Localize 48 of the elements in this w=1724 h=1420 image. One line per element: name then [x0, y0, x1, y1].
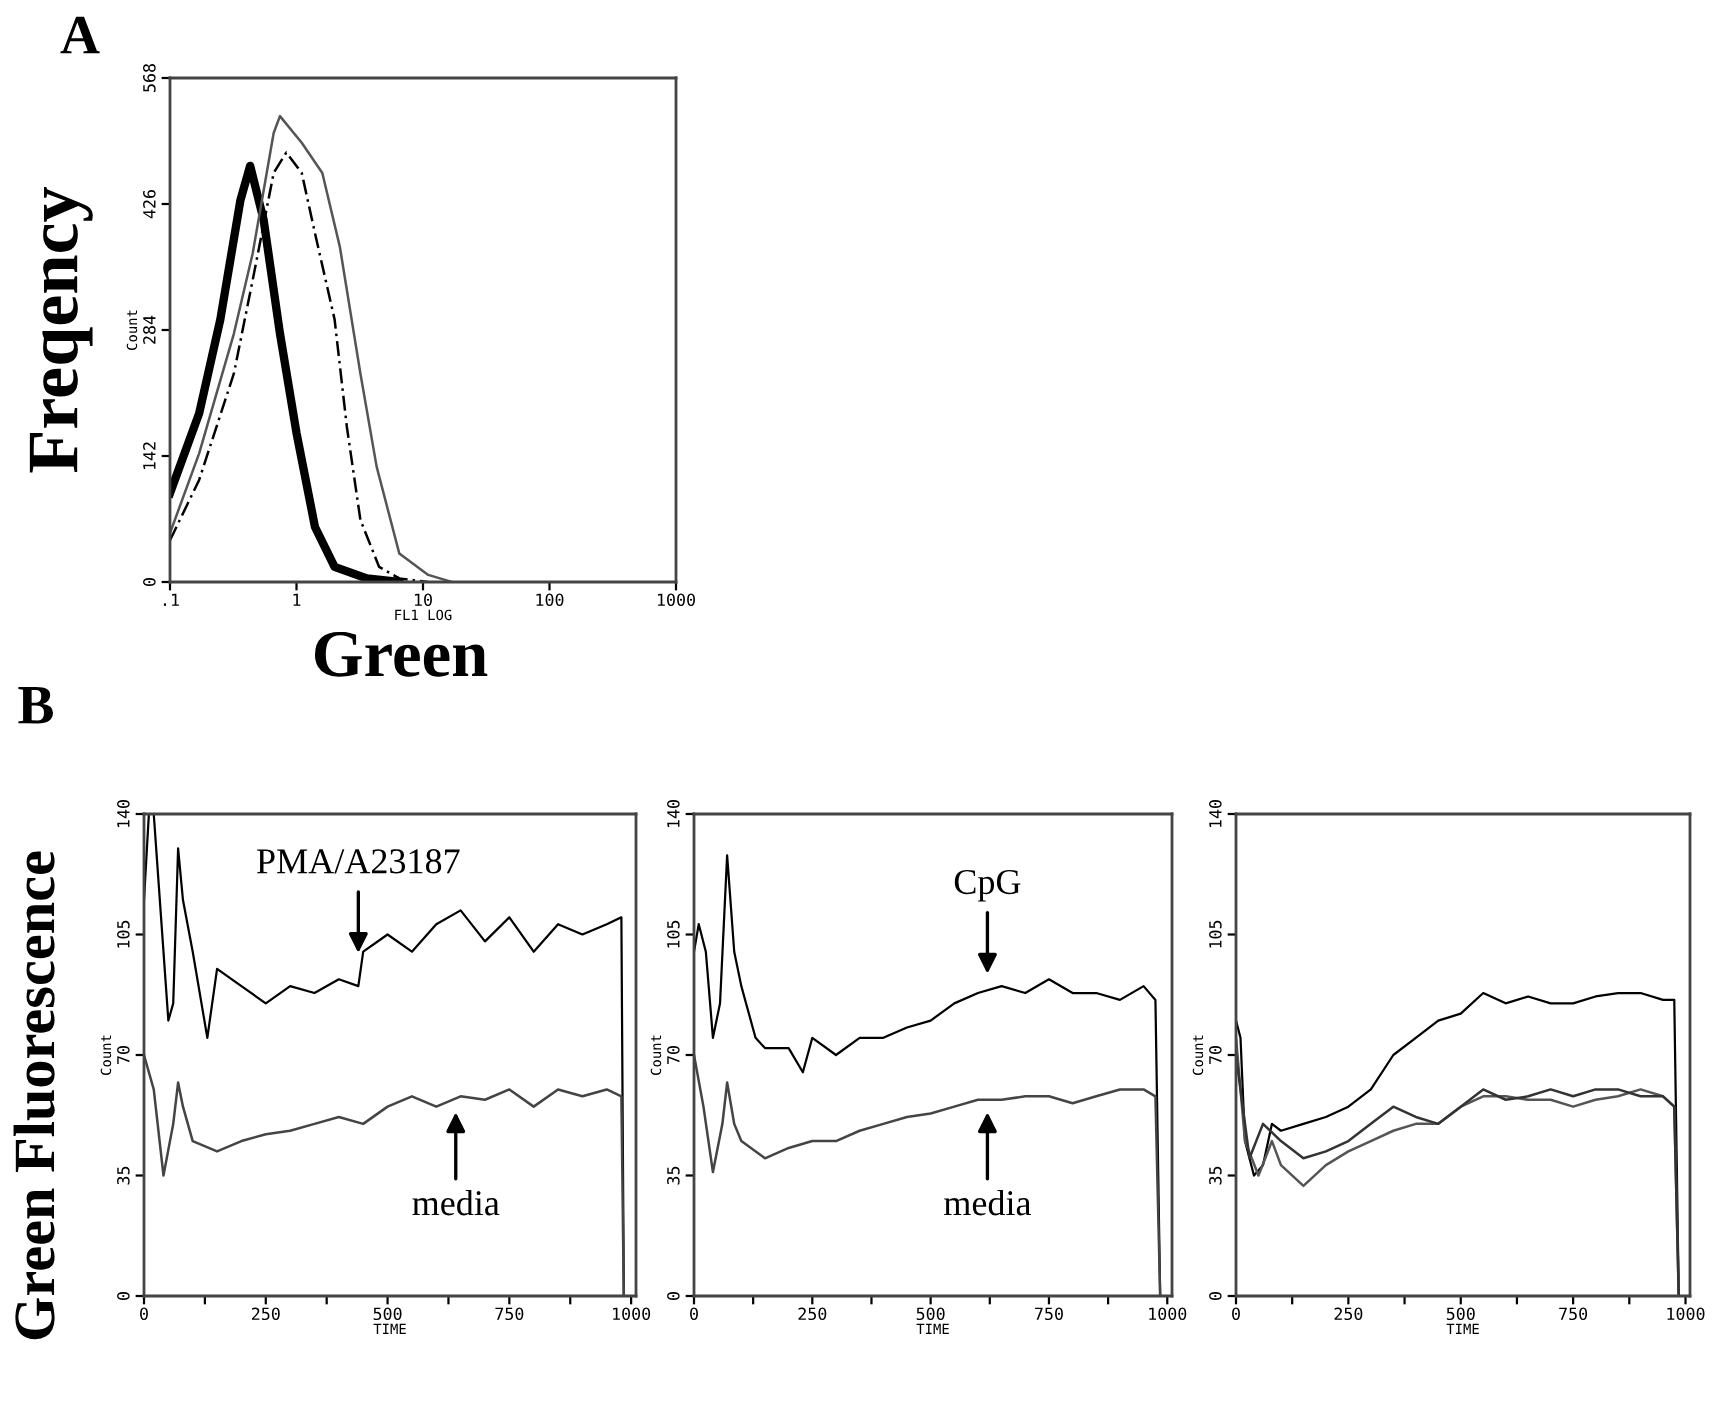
x-tick-label: 750: [495, 1307, 524, 1321]
x-tick-label: 0: [1232, 1307, 1240, 1321]
x-tick-label: 1000: [1149, 1307, 1187, 1321]
y-tick-label: 140: [667, 800, 680, 828]
text: Green Fluorescence: [13, 851, 55, 1340]
x-tick-label: 1000: [657, 593, 695, 607]
x-tick-label: 1000: [613, 1307, 651, 1321]
x-tick-label: 250: [251, 1307, 280, 1321]
y-tick-label: 35: [667, 1166, 680, 1185]
text: Green: [314, 631, 488, 677]
y-tick-label: 426: [143, 190, 156, 219]
y-tick-label: 70: [667, 1046, 680, 1064]
y-tick-label: 70: [1209, 1046, 1222, 1064]
y-tick-label: 0: [117, 1292, 130, 1300]
x-tick-label: 1: [293, 593, 301, 606]
y-tick-label: 284: [143, 315, 156, 344]
y-tick-label: 140: [117, 800, 130, 828]
y-tick-label: 568: [143, 64, 156, 92]
y-tick-label: 105: [667, 920, 680, 948]
y-tick-label: 140: [1209, 800, 1222, 828]
x-tick-label: 500: [373, 1307, 402, 1321]
y-tick-label: 0: [143, 578, 156, 586]
y-tick-label: 0: [667, 1292, 680, 1300]
x-tick-label: 750: [1035, 1307, 1063, 1321]
y-tick-label: 142: [143, 442, 156, 470]
text: B: [18, 686, 53, 724]
text: Freqency: [29, 186, 93, 473]
annotation: media: [412, 1189, 500, 1216]
y-tick-label: 105: [1209, 920, 1222, 948]
x-tick-label: 1000: [1667, 1307, 1705, 1321]
text: A: [60, 16, 100, 54]
annotation: media: [944, 1189, 1032, 1216]
x-tick-label: 500: [916, 1307, 945, 1321]
x-tick-label: .1: [163, 593, 179, 606]
x-tick-label: 10: [414, 593, 432, 607]
y-tick-label: 0: [1209, 1292, 1222, 1300]
x-tick-label: 0: [690, 1307, 698, 1321]
x-tick-label: 250: [1334, 1307, 1363, 1321]
y-tick-label: 105: [117, 920, 130, 948]
annotation: CpG: [954, 869, 1021, 902]
y-tick-label: 35: [117, 1166, 130, 1185]
x-tick-label: 500: [1446, 1307, 1475, 1321]
y-tick-label: 70: [117, 1046, 130, 1064]
annotation: PMA/A23187: [257, 849, 460, 874]
y-tick-label: 35: [1209, 1166, 1222, 1185]
x-tick-label: 750: [1559, 1307, 1588, 1321]
x-tick-label: 100: [536, 593, 564, 607]
x-tick-label: 250: [798, 1307, 827, 1321]
